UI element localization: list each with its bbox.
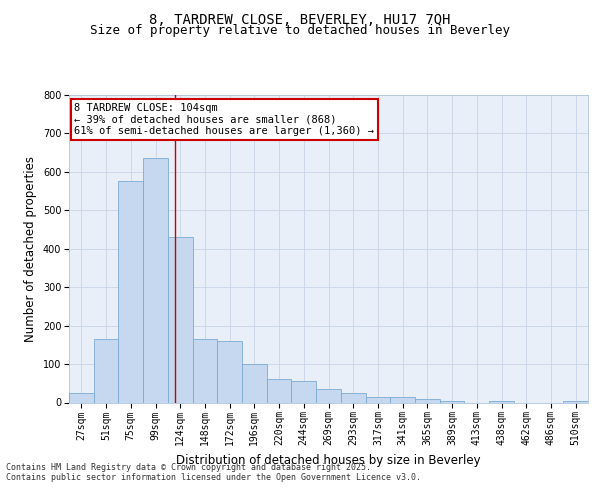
Text: 8 TARDREW CLOSE: 104sqm
← 39% of detached houses are smaller (868)
61% of semi-d: 8 TARDREW CLOSE: 104sqm ← 39% of detache… xyxy=(74,102,374,136)
Bar xyxy=(440,400,464,402)
Bar xyxy=(143,158,168,402)
Bar xyxy=(118,182,143,402)
Bar xyxy=(242,364,267,403)
Bar xyxy=(316,389,341,402)
Text: Contains public sector information licensed under the Open Government Licence v3: Contains public sector information licen… xyxy=(6,474,421,482)
Bar xyxy=(365,396,390,402)
Bar xyxy=(292,382,316,402)
Bar xyxy=(168,237,193,402)
X-axis label: Distribution of detached houses by size in Beverley: Distribution of detached houses by size … xyxy=(176,454,481,466)
Text: Size of property relative to detached houses in Beverley: Size of property relative to detached ho… xyxy=(90,24,510,37)
Bar xyxy=(390,396,415,402)
Bar xyxy=(193,339,217,402)
Bar xyxy=(563,400,588,402)
Bar xyxy=(415,400,440,402)
Bar xyxy=(69,393,94,402)
Text: 8, TARDREW CLOSE, BEVERLEY, HU17 7QH: 8, TARDREW CLOSE, BEVERLEY, HU17 7QH xyxy=(149,12,451,26)
Y-axis label: Number of detached properties: Number of detached properties xyxy=(25,156,37,342)
Bar xyxy=(267,380,292,402)
Text: Contains HM Land Registry data © Crown copyright and database right 2025.: Contains HM Land Registry data © Crown c… xyxy=(6,464,371,472)
Bar xyxy=(217,341,242,402)
Bar xyxy=(341,393,365,402)
Bar xyxy=(94,339,118,402)
